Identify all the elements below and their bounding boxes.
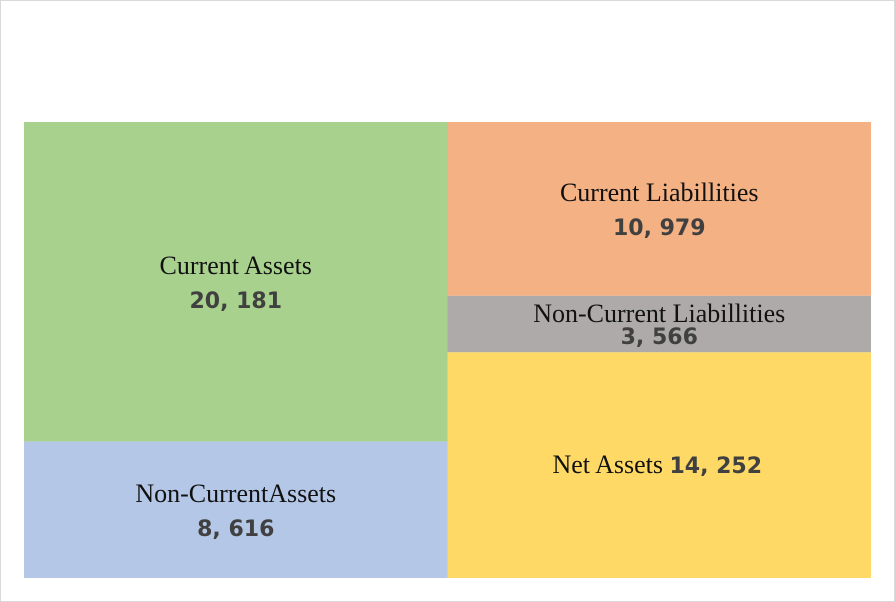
tile-non-current-liabillities (447, 295, 871, 353)
tile-value-non-current-liabillities: 3, 566 (621, 325, 698, 350)
tile-value-non-currentassets: 8, 616 (197, 517, 274, 542)
tile-label-non-current-liabillities: Non-Current Liabillities (533, 299, 785, 328)
tile-net-assets (447, 352, 871, 578)
tile-label-current-liabillities: Current Liabillities (560, 178, 759, 207)
tile-value-current-assets: 20, 181 (189, 289, 282, 314)
tile-label-current-assets: Current Assets (160, 251, 312, 280)
tile-current-liabillities (447, 122, 871, 296)
tile-non-currentassets (24, 441, 448, 578)
tile-value-current-liabillities: 10, 979 (613, 216, 706, 241)
tile-label-text-net-assets: Net Assets (552, 450, 669, 479)
tile-value-net-assets: 14, 252 (669, 454, 762, 479)
tile-label-non-currentassets: Non-CurrentAssets (135, 479, 336, 508)
tile-current-assets (24, 122, 448, 442)
tile-label-net-assets: Net Assets 14, 252 (552, 450, 762, 479)
